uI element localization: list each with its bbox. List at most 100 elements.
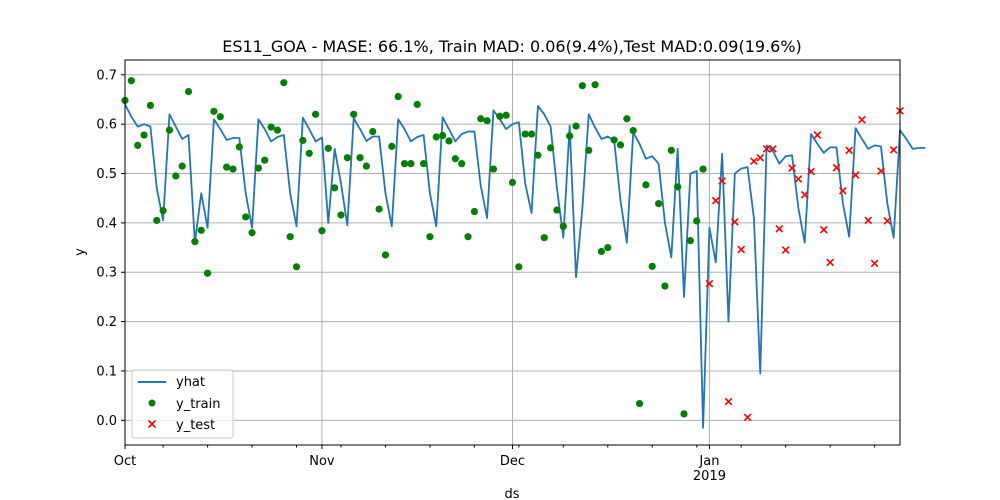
y-test-point xyxy=(819,225,828,234)
y-train-point xyxy=(159,206,167,215)
legend-yhat-label: yhat xyxy=(176,375,205,390)
x-axis-label: ds xyxy=(504,487,519,500)
legend-y-train-swatch xyxy=(148,399,156,407)
y-test-point xyxy=(851,171,860,179)
y-test-point xyxy=(750,157,758,166)
y-train-point xyxy=(223,163,231,171)
y-train-point xyxy=(686,237,694,245)
y-test-point xyxy=(756,153,765,162)
x-tick-sublabel: 2019 xyxy=(693,469,726,484)
y-train-point xyxy=(432,133,440,141)
y-test-point xyxy=(743,413,752,422)
y-train-point xyxy=(229,165,237,173)
y-tick-label: 0.7 xyxy=(96,68,117,83)
y-train-point xyxy=(248,229,256,237)
y-train-point xyxy=(591,81,599,89)
legend-y-train-label: y_train xyxy=(176,397,220,412)
y-train-point xyxy=(165,126,174,134)
y-train-point xyxy=(400,160,409,168)
y-tick-label: 0.3 xyxy=(96,266,117,281)
y-test-point xyxy=(718,177,726,185)
y-train-point xyxy=(305,149,313,157)
y-train-point xyxy=(610,136,618,144)
y-train-point xyxy=(464,233,472,241)
y-train-point xyxy=(553,206,561,214)
y-test-point xyxy=(781,246,790,254)
y-train-point xyxy=(413,100,421,109)
legend-y-test-swatch xyxy=(147,419,157,429)
y-train-point xyxy=(508,178,517,187)
y-train-point xyxy=(419,160,428,168)
y-train-point xyxy=(369,127,377,136)
y-train-point xyxy=(540,234,548,242)
y-train-point xyxy=(235,143,243,151)
y-train-point xyxy=(261,156,269,164)
y-train-point xyxy=(693,217,701,225)
y-test-point xyxy=(864,216,873,225)
y-train-point xyxy=(191,238,199,246)
y-train-point xyxy=(273,126,282,134)
y-train-point xyxy=(292,263,301,271)
y-tick-label: 0.2 xyxy=(96,315,117,330)
legend-y-test-label: y_test xyxy=(176,418,215,433)
y-axis-label: y xyxy=(73,248,88,256)
y-train-point xyxy=(572,122,580,130)
y-train-point xyxy=(470,207,478,216)
y-test-point xyxy=(838,186,847,195)
y-train-point xyxy=(477,115,485,123)
y-train-point xyxy=(172,172,180,180)
y-train-point xyxy=(527,130,536,138)
y-train-point xyxy=(616,141,625,149)
y-train-point xyxy=(426,233,434,241)
y-train-point xyxy=(178,162,186,170)
y-train-point xyxy=(343,154,351,162)
y-train-point xyxy=(134,141,142,149)
y-train-point xyxy=(375,205,383,213)
y-train-point xyxy=(655,200,663,208)
y-train-point xyxy=(566,132,574,140)
y-train-point xyxy=(667,146,675,154)
y-train-point xyxy=(502,111,510,119)
y-train-point xyxy=(439,131,447,140)
y-train-point xyxy=(451,155,459,163)
y-test-point xyxy=(737,245,746,254)
y-train-point xyxy=(407,160,415,168)
y-train-point xyxy=(629,126,637,135)
y-test-point xyxy=(883,217,892,225)
y-train-point xyxy=(458,160,466,168)
y-train-point xyxy=(197,226,205,234)
y-test-point xyxy=(832,163,841,172)
y-train-point xyxy=(635,399,644,408)
y-train-point xyxy=(559,222,567,230)
y-train-point xyxy=(362,162,370,170)
yhat-line xyxy=(124,104,926,429)
y-train-point xyxy=(184,87,193,96)
y-train-point xyxy=(483,117,491,125)
y-train-point xyxy=(680,410,688,418)
y-train-point xyxy=(388,142,396,150)
y-train-point xyxy=(216,113,224,121)
y-test-point xyxy=(877,167,885,175)
y-train-point xyxy=(489,165,498,173)
y-train-point xyxy=(547,144,555,152)
y-test-point xyxy=(762,144,771,153)
y-train-point xyxy=(445,137,453,145)
y-test-point xyxy=(813,131,822,139)
y-tick-label: 0.1 xyxy=(96,364,117,379)
y-test-point xyxy=(711,196,720,205)
y-test-points xyxy=(705,106,904,422)
x-tick-label: Jan xyxy=(698,454,719,469)
y-train-point xyxy=(604,243,612,252)
legend: yhat y_train y_test xyxy=(131,369,234,439)
y-tick-label: 0.0 xyxy=(96,414,117,429)
y-train-point xyxy=(324,144,332,152)
y-test-point xyxy=(705,279,714,288)
y-test-point xyxy=(858,115,866,124)
y-train-point xyxy=(140,131,148,139)
y-train-point xyxy=(661,282,669,290)
y-train-point xyxy=(534,151,542,159)
y-train-point xyxy=(203,269,212,277)
y-test-point xyxy=(788,164,796,172)
